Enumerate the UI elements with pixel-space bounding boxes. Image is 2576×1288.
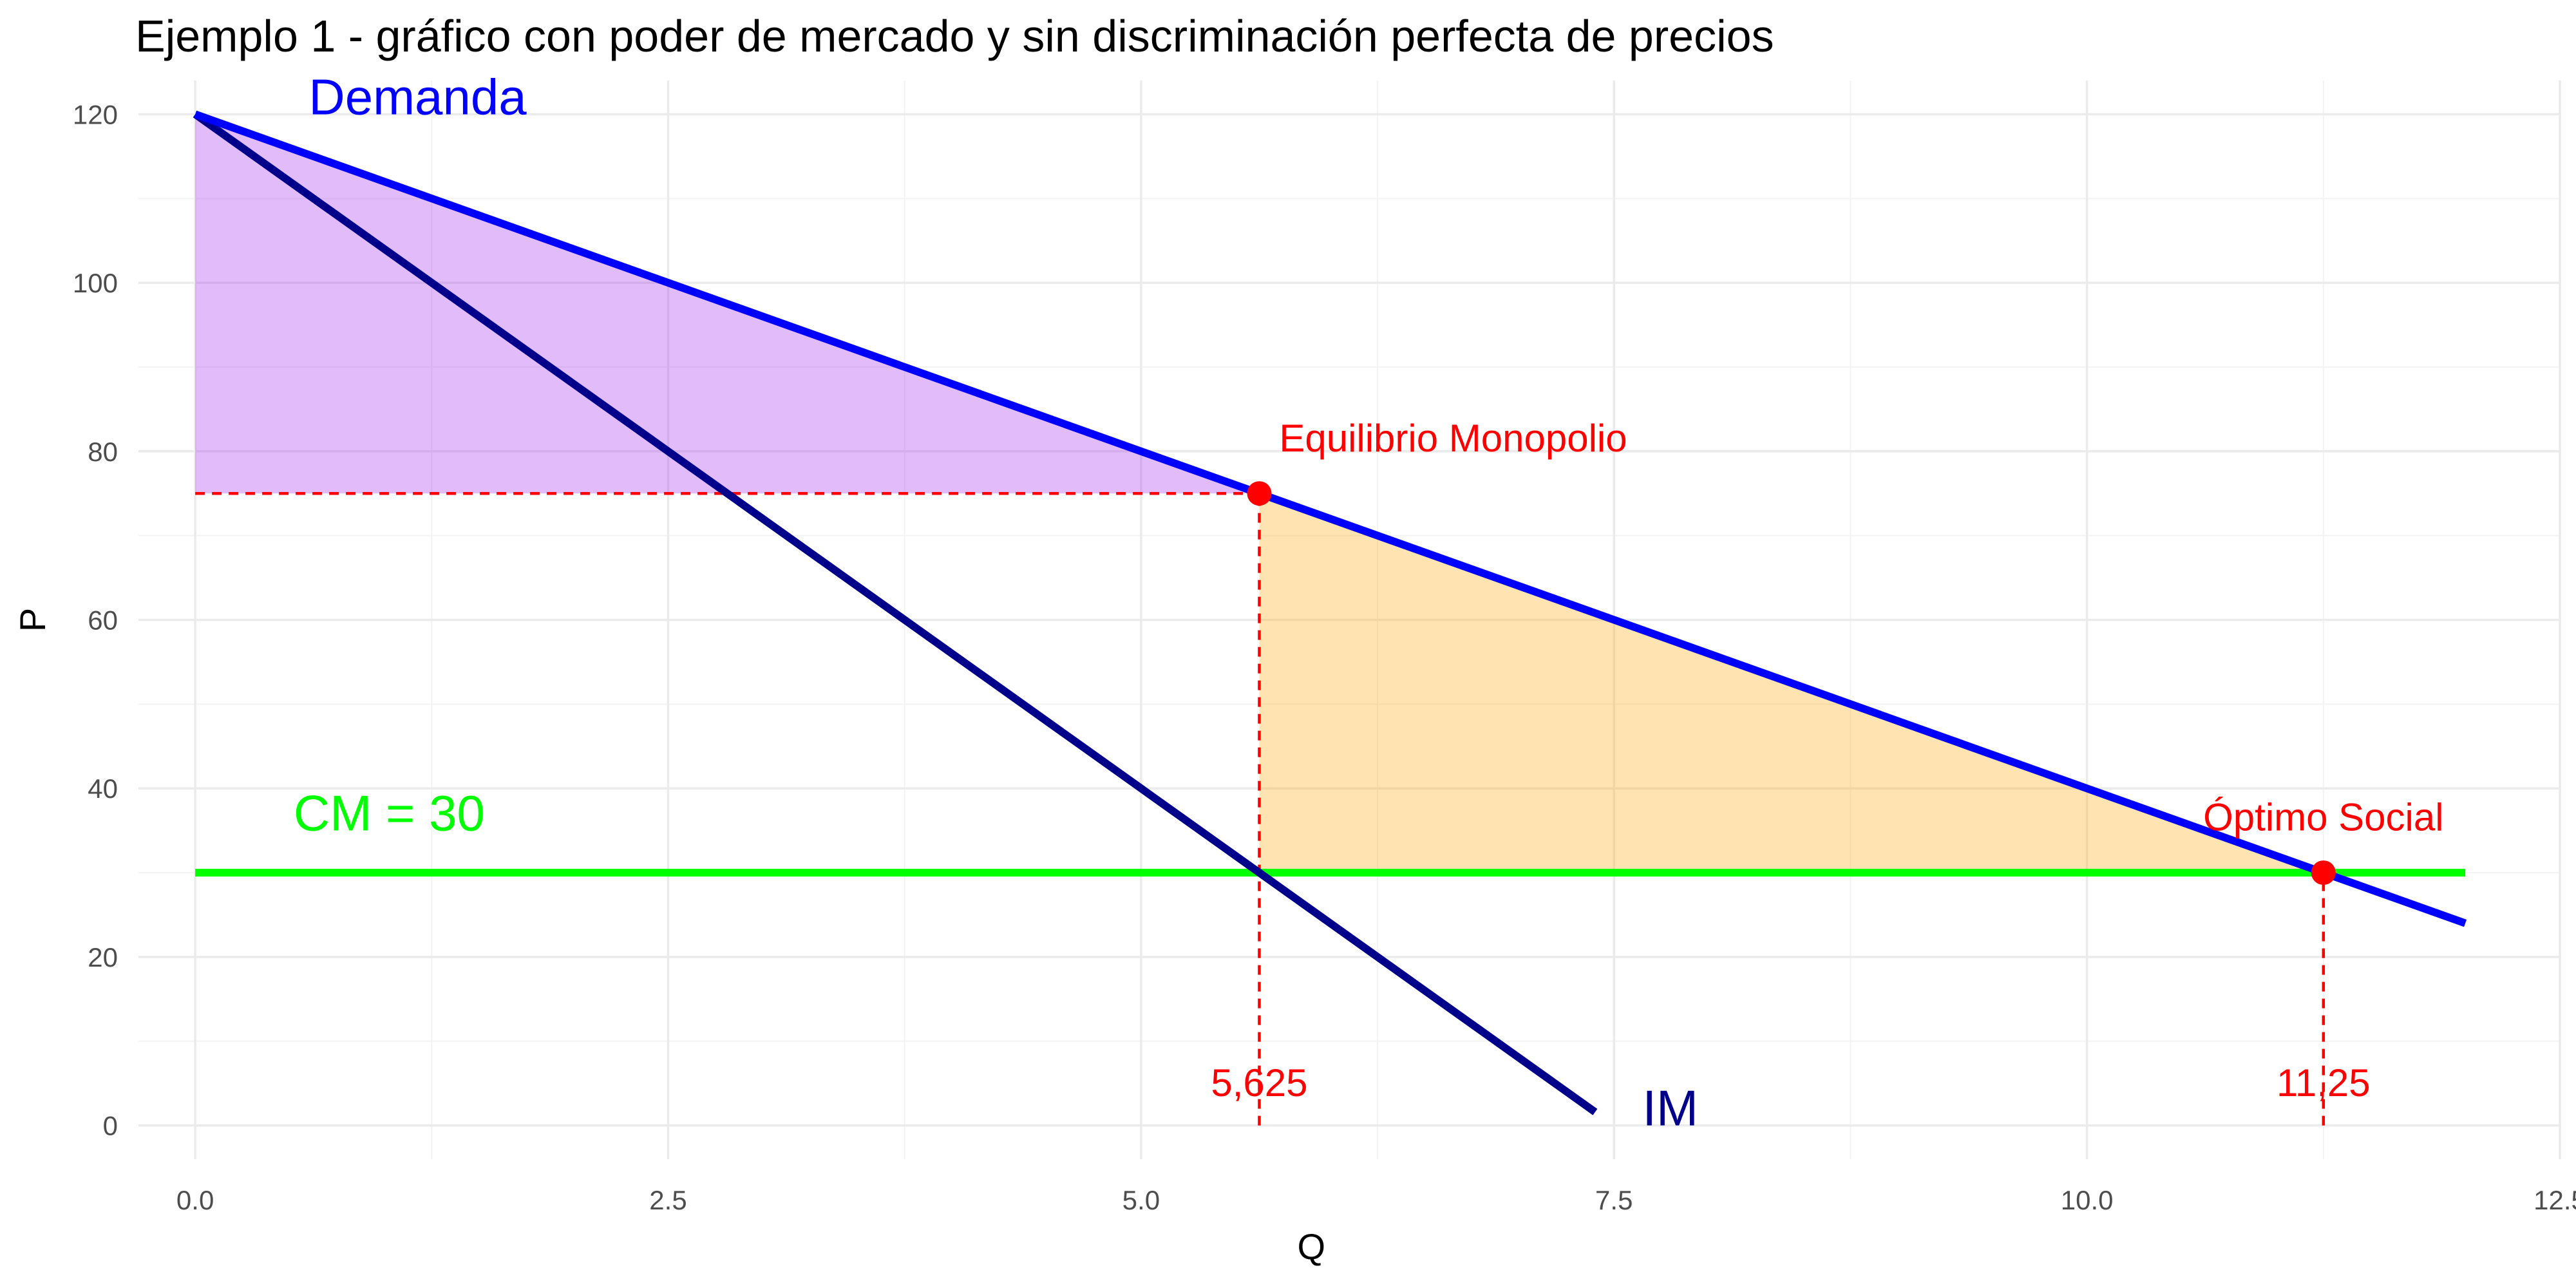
annotation-mr-label: IM: [1642, 1080, 1698, 1137]
annotation-mc-label: CM = 30: [294, 785, 485, 842]
annotation-monopoly-label: Equilibrio Monopolio: [1279, 417, 1627, 460]
y-tick-label: 80: [88, 437, 118, 467]
x-tick-label: 10.0: [2061, 1185, 2114, 1215]
x-tick-label: 5.0: [1122, 1185, 1160, 1215]
y-tick-label: 20: [88, 942, 118, 972]
y-tick-label: 100: [73, 268, 118, 298]
annotation-social-label: Óptimo Social: [2203, 796, 2443, 839]
point-social-optimum: [2311, 860, 2336, 886]
y-tick-label: 0: [103, 1111, 118, 1141]
x-axis-title: Q: [1297, 1226, 1325, 1267]
y-tick-label: 60: [88, 605, 118, 636]
x-tick-label: 0.0: [176, 1185, 214, 1215]
x-tick-label: 2.5: [649, 1185, 687, 1215]
annotation-demand-label: Demanda: [308, 68, 527, 125]
series-line-demand: [194, 110, 2467, 927]
annotation-q-social-label: 11,25: [2277, 1061, 2371, 1104]
annotation-q-monopoly-label: 5,625: [1211, 1061, 1307, 1104]
point-monopoly-equilibrium: [1247, 481, 1272, 506]
x-tick-label: 12.5: [2533, 1185, 2576, 1215]
grid: [138, 80, 2561, 1159]
axis-ticks: 0.0 2.5 5.0 7.5 10.0 12.5 0 20 40 60 80 100 120: [73, 99, 2576, 1215]
y-tick-label: 120: [73, 99, 118, 129]
y-tick-label: 40: [88, 773, 118, 804]
chart-title: Ejemplo 1 - gráfico con poder de mercado…: [135, 11, 1774, 61]
series-line-marginal-revenue: [193, 111, 1598, 1115]
y-axis-title: P: [12, 608, 53, 632]
x-tick-label: 7.5: [1595, 1185, 1633, 1215]
